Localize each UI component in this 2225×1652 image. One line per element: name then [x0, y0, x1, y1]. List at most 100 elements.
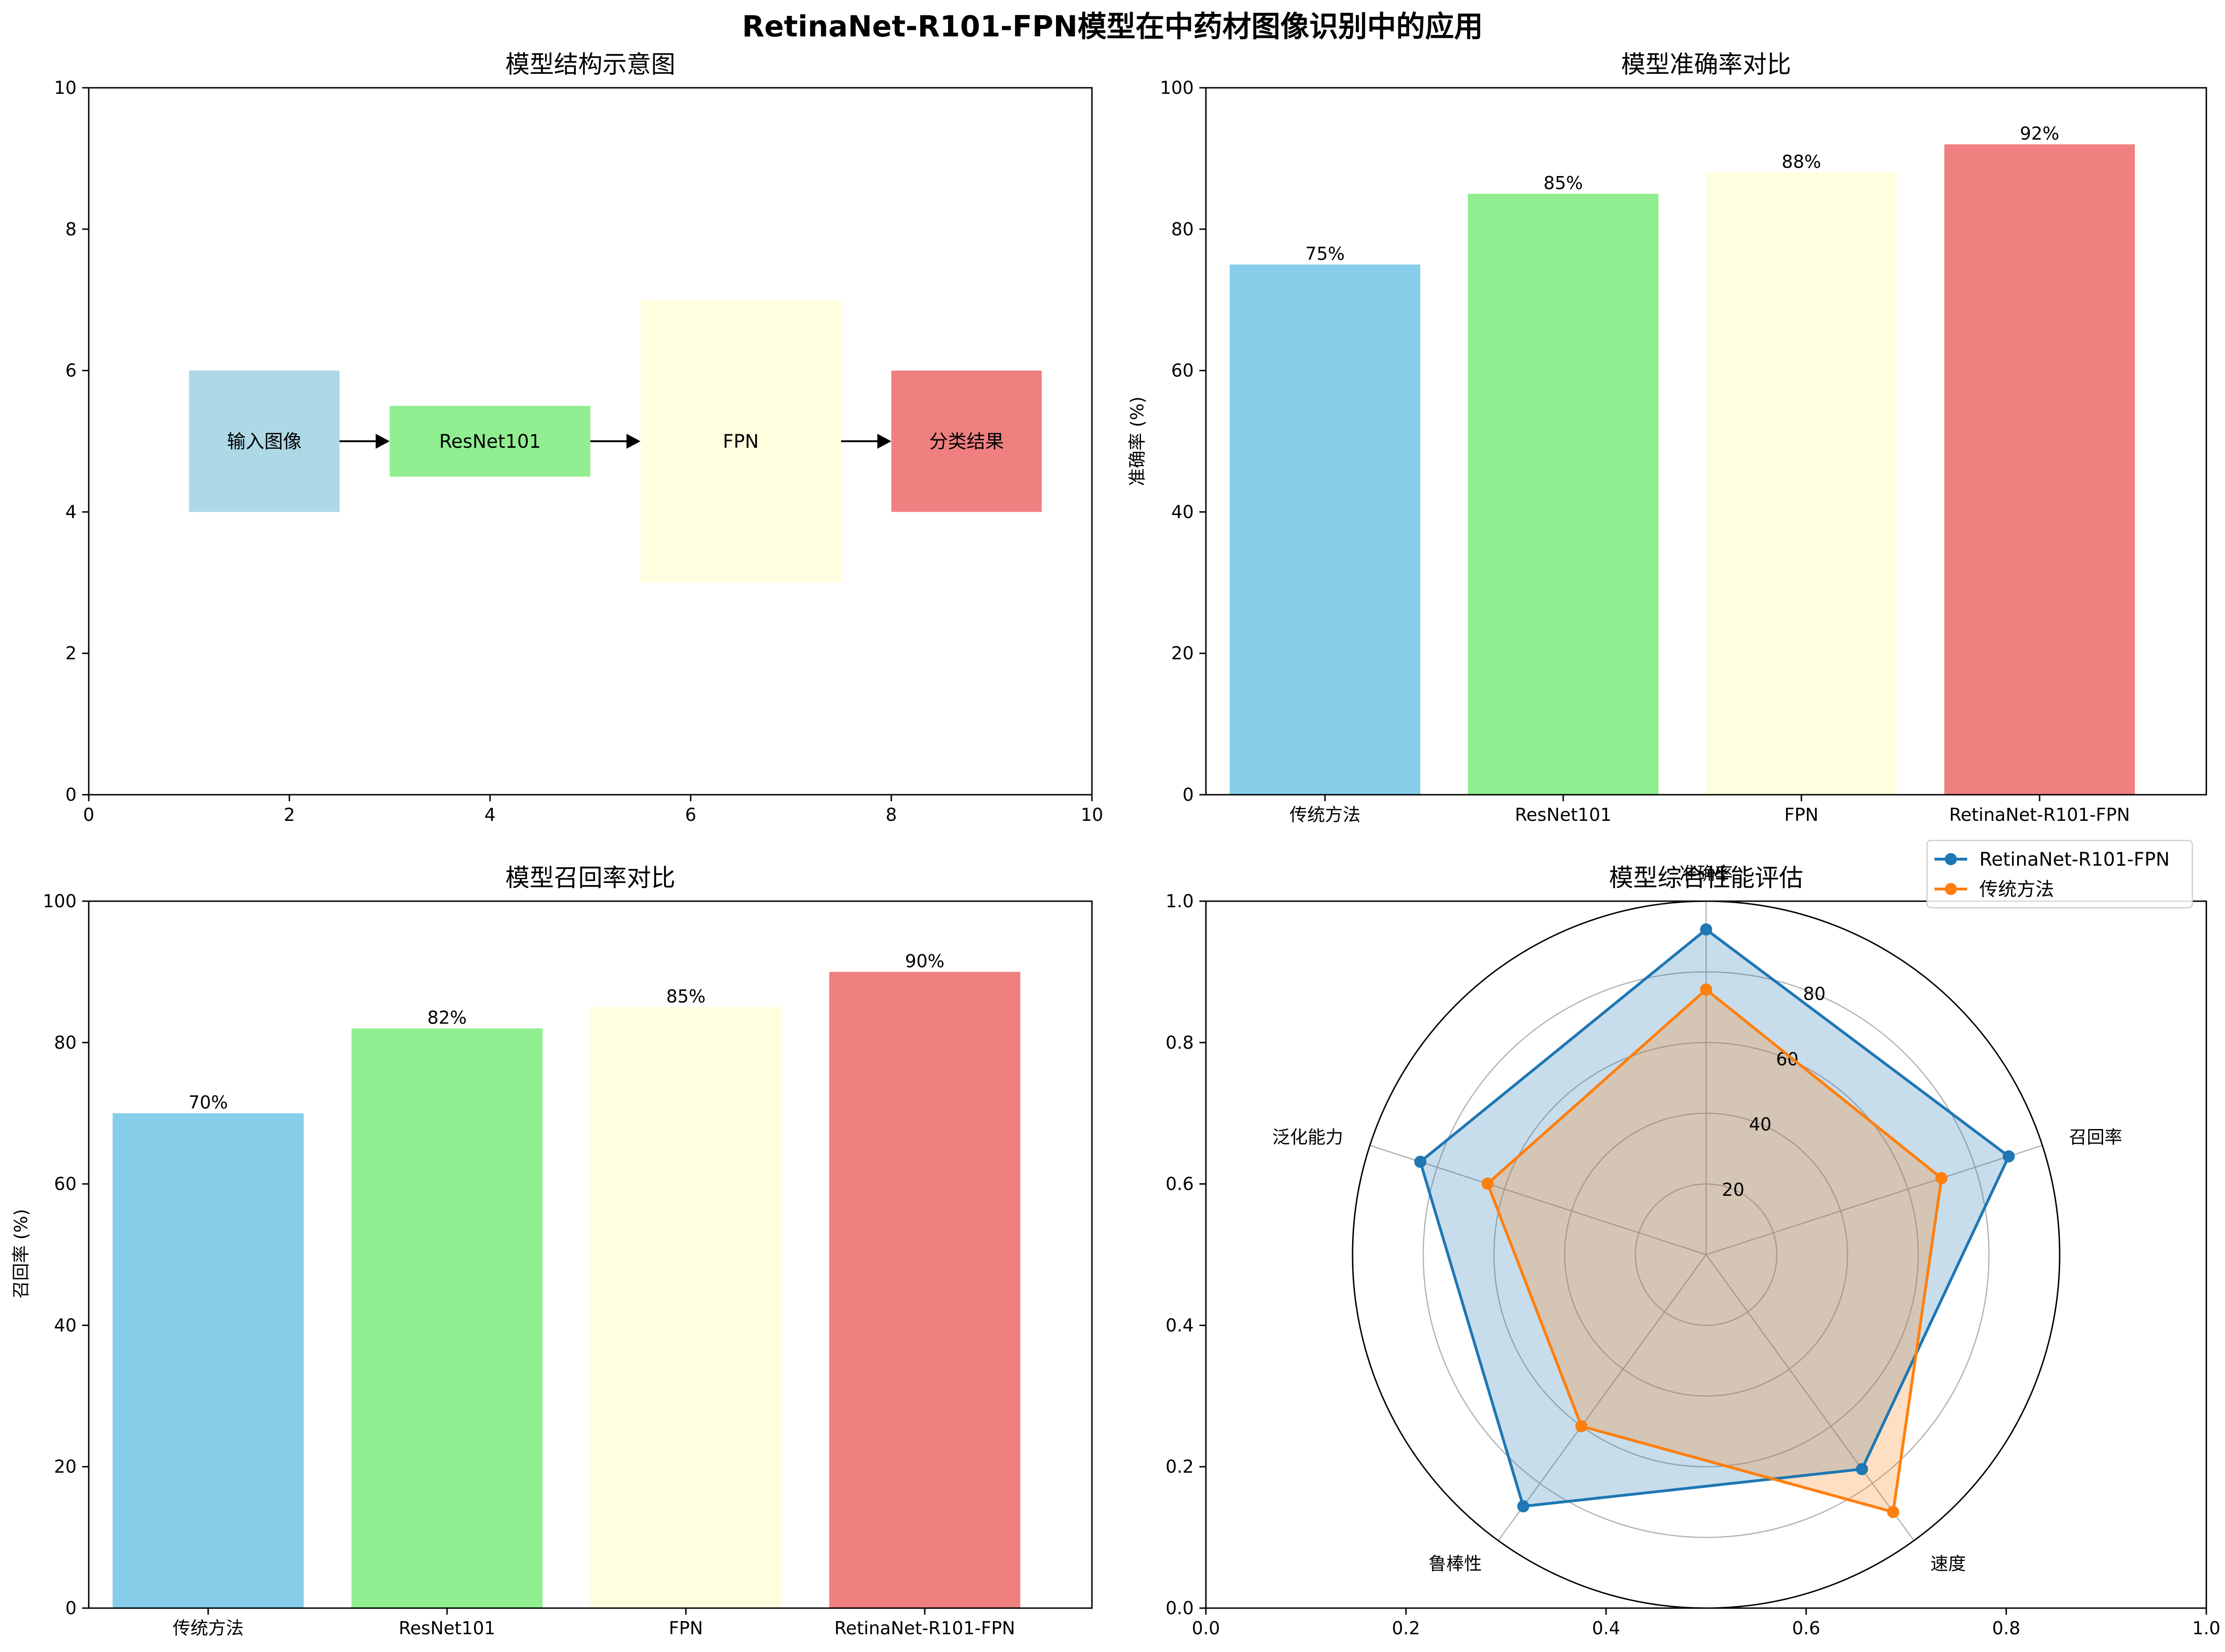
recall-y-tick-label: 100 [43, 891, 77, 911]
radar-series-point [1575, 1420, 1588, 1433]
diagram-x-tick-label: 6 [685, 805, 696, 825]
radar-series-point [1700, 923, 1712, 936]
recall-bar [351, 1028, 543, 1608]
diagram-x-tick-label: 4 [484, 805, 496, 825]
diagram-y-tick-label: 2 [65, 643, 77, 664]
diagram-y-tick-label: 10 [54, 78, 77, 98]
radar-outer-circle [1352, 900, 2061, 1609]
recall-x-tick-label: RetinaNet-R101-FPN [834, 1618, 1015, 1638]
radar-series-point [1414, 1156, 1427, 1168]
diagram-x-tick-label: 0 [83, 805, 94, 825]
diagram-x-tick-label: 10 [1081, 805, 1103, 825]
recall-chart-frame [88, 900, 1093, 1609]
diagram-box [891, 370, 1042, 512]
recall-bar-value-label: 90% [905, 951, 944, 971]
recall-bar [829, 972, 1020, 1608]
diagram-box [640, 300, 841, 583]
radar-outer-x-tick-label: 0.2 [1392, 1618, 1420, 1638]
diagram-box [189, 370, 340, 512]
recall-y-tick-label: 0 [65, 1598, 77, 1618]
diagram-y-tick-label: 0 [65, 784, 77, 805]
diagram-box-label: 输入图像 [227, 431, 302, 452]
radar-category-label: 准确率 [1679, 863, 1733, 884]
diagram-y-tick-label: 6 [65, 360, 77, 381]
accuracy-y-tick-label: 100 [1160, 78, 1194, 98]
radar-radial-tick-label: 80 [1803, 983, 1826, 1004]
radar-series-point [1481, 1177, 1494, 1190]
accuracy-bar [1230, 264, 1420, 795]
radar-panel: 0.0 0.2 0.4 0.6 0.8 1.0 0.0 0.2 0.4 0.6 0.8 1.0 20 4… [1166, 840, 2220, 1638]
accuracy-bar-panel: 模型准确率对比 准确率 (%) 0 20 40 60 80 100 75% 传统方法 85% Re… [1127, 51, 2207, 825]
radar-series-point [2002, 1150, 2015, 1163]
radar-outer-y-tick-label: 0.4 [1166, 1315, 1194, 1335]
radar-radial-tick-label: 20 [1722, 1179, 1744, 1200]
recall-chart-title: 模型召回率对比 [505, 864, 675, 892]
radar-outer-y-tick-label: 1.0 [1166, 891, 1194, 911]
radar-chart-title: 模型综合性能评估 [1609, 864, 1803, 892]
radar-legend-frame [1926, 840, 2193, 909]
radar-outer-x-tick-label: 1.0 [2192, 1618, 2220, 1638]
recall-x-tick-label: ResNet101 [399, 1618, 496, 1638]
accuracy-x-tick-label: 传统方法 [1290, 805, 1361, 825]
figure-title: RetinaNet-R101-FPN模型在中药材图像识别中的应用 [742, 9, 1483, 43]
diagram-arrow-head [877, 434, 892, 449]
diagram-arrow-head [626, 434, 641, 449]
recall-y-axis-label: 召回率 (%) [11, 1209, 31, 1299]
radar-series-point [1856, 1463, 1868, 1476]
radar-series-fill [1420, 929, 2009, 1506]
accuracy-y-axis-label: 准确率 (%) [1127, 396, 1148, 486]
diagram-box [390, 406, 590, 477]
radar-series-point [1517, 1500, 1530, 1512]
radar-outer-y-tick-label: 0.0 [1166, 1598, 1194, 1618]
radar-category-label: 鲁棒性 [1429, 1553, 1482, 1574]
structure-diagram-title: 模型结构示意图 [505, 51, 675, 79]
radar-radial-tick-label: 40 [1749, 1114, 1771, 1135]
diagram-box-label: 分类结果 [929, 431, 1004, 452]
radar-series-point [1935, 1172, 1948, 1185]
recall-bar-panel: 模型召回率对比 召回率 (%) 0 20 40 60 80 100 70% 传统方法 82% Re… [11, 864, 1093, 1638]
recall-bar [113, 1113, 304, 1608]
diagram-y-tick-label: 4 [65, 501, 77, 522]
accuracy-y-tick-label: 80 [1171, 219, 1194, 240]
structure-diagram-frame [88, 87, 1093, 796]
recall-bar-value-label: 82% [427, 1008, 467, 1028]
radar-series-point [1700, 983, 1712, 996]
accuracy-x-tick-label: ResNet101 [1515, 805, 1611, 825]
radar-legend-label: RetinaNet-R101-FPN [1979, 849, 2170, 870]
radar-category-label: 速度 [1930, 1553, 1966, 1574]
recall-x-tick-label: 传统方法 [173, 1618, 244, 1638]
recall-y-tick-label: 80 [54, 1032, 77, 1053]
accuracy-y-tick-label: 60 [1171, 360, 1194, 381]
recall-x-tick-label: FPN [669, 1618, 703, 1638]
recall-y-tick-label: 20 [54, 1456, 77, 1477]
radar-legend-marker [1945, 853, 1957, 865]
recall-bar-value-label: 85% [666, 986, 705, 1007]
accuracy-x-tick-label: RetinaNet-R101-FPN [1949, 805, 2130, 825]
radar-outer-y-tick-label: 0.8 [1166, 1032, 1194, 1053]
radar-spoke [1498, 1254, 1707, 1541]
recall-bar-value-label: 70% [188, 1092, 227, 1113]
accuracy-bar-value-label: 85% [1544, 173, 1583, 193]
radar-legend-marker [1945, 883, 1957, 895]
diagram-y-tick-label: 8 [65, 219, 77, 240]
radar-series-fill [1488, 989, 1942, 1512]
accuracy-chart-title: 模型准确率对比 [1621, 51, 1791, 79]
accuracy-bar [1944, 144, 2135, 795]
diagram-arrow-head [376, 434, 390, 449]
accuracy-bar-value-label: 75% [1305, 244, 1345, 264]
radar-series-line [1486, 988, 1943, 1514]
radar-outer-y-tick-label: 0.2 [1166, 1456, 1194, 1477]
radar-category-label: 召回率 [2069, 1127, 2122, 1148]
diagram-x-tick-label: 8 [886, 805, 897, 825]
radar-outer-y-tick-label: 0.6 [1166, 1174, 1194, 1194]
radar-outer-x-tick-label: 0.8 [1992, 1618, 2020, 1638]
accuracy-bar-value-label: 92% [2020, 123, 2059, 144]
radar-series-point [1887, 1506, 1899, 1518]
radar-legend-label: 传统方法 [1979, 879, 2054, 900]
accuracy-y-tick-label: 0 [1183, 784, 1194, 805]
accuracy-chart-frame [1205, 87, 2207, 796]
diagram-x-tick-label: 2 [284, 805, 295, 825]
recall-y-tick-label: 60 [54, 1174, 77, 1194]
accuracy-bar [1706, 172, 1897, 795]
